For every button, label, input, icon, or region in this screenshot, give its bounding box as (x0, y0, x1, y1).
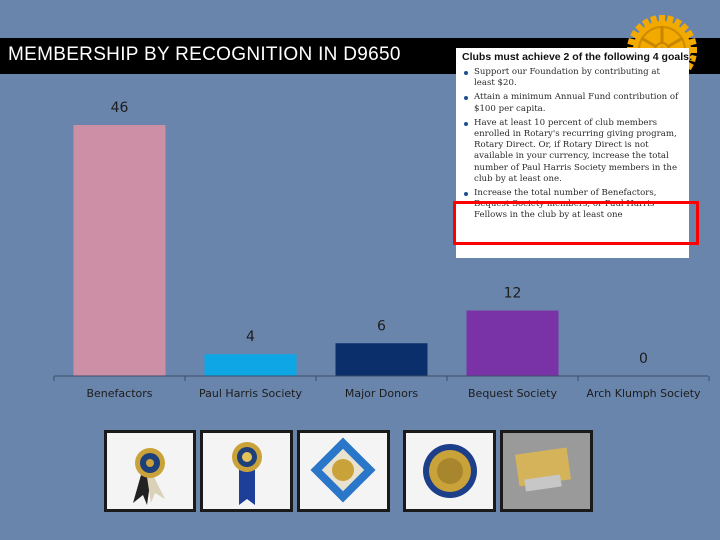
bar-major-donors (335, 343, 428, 376)
x-tick-label: Bequest Society (468, 387, 557, 400)
goals-heading: Clubs must achieve 2 of the following 4 … (462, 51, 693, 63)
data-label: 4 (246, 329, 255, 345)
x-tick-label: Major Donors (345, 387, 418, 400)
goal-highlight-frame (453, 201, 699, 245)
page-title: MEMBERSHIP BY RECOGNITION IN D9650 (8, 44, 401, 65)
data-label: 12 (504, 286, 522, 302)
bequest-society-pin-image (403, 430, 496, 512)
x-tick-label: Arch Klumph Society (586, 387, 701, 400)
bar-benefactors (73, 125, 166, 376)
arch-klumph-society-pin-image (500, 430, 593, 512)
goal-item: Increase the total number of Benefactors… (462, 188, 683, 222)
goal-item: Have at least 10 percent of club members… (462, 118, 683, 185)
x-tick-label: Benefactors (86, 387, 152, 400)
data-label: 46 (111, 100, 129, 116)
major-donor-pin-image (297, 430, 390, 512)
data-label: 0 (639, 351, 648, 367)
bar-bequest-society (466, 310, 559, 376)
x-tick-label: Paul Harris Society (199, 387, 302, 400)
goals-callout: Clubs must achieve 2 of the following 4 … (456, 48, 693, 258)
goals-list: Support our Foundation by contributing a… (462, 67, 683, 222)
benefactor-pin-image (104, 430, 196, 512)
goal-item: Attain a minimum Annual Fund contributio… (462, 92, 683, 114)
data-label: 6 (377, 318, 386, 334)
goal-item: Support our Foundation by contributing a… (462, 67, 683, 89)
bar-paul-harris-society (204, 354, 297, 376)
recognition-pins-row (104, 430, 594, 512)
paul-harris-society-pin-image (200, 430, 293, 512)
